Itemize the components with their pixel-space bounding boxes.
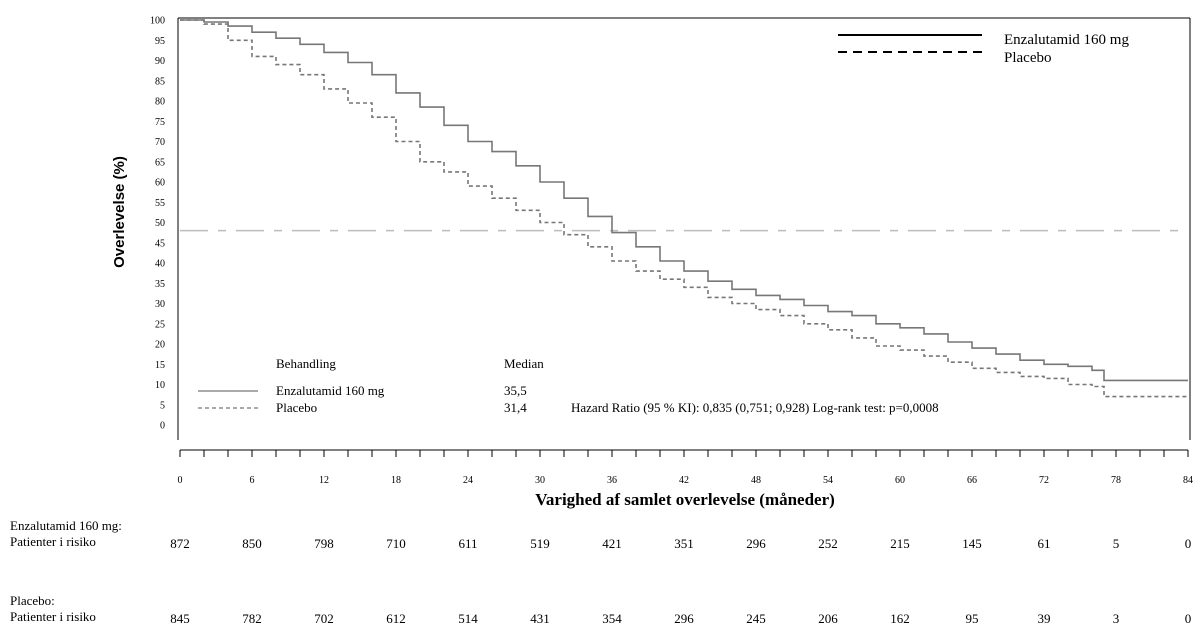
risk-value: 710: [386, 536, 406, 551]
x-tick-label: 84: [1183, 475, 1193, 486]
y-tick-label: 40: [155, 259, 165, 270]
risk-value: 145: [962, 536, 982, 551]
risk-values: 872 850 798 710 611 519 421 351 296 252 215 145 61 5 0…: [170, 536, 1191, 626]
y-tick-label: 50: [155, 218, 165, 229]
x-tick-label: 30: [535, 475, 545, 486]
x-tick-label: 60: [895, 475, 905, 486]
x-tick-label: 6: [250, 475, 255, 486]
y-tick-label: 15: [155, 360, 165, 371]
y-tick-label: 100: [150, 16, 165, 27]
risk-value: 95: [966, 611, 979, 626]
y-tick-label: 5: [160, 400, 165, 411]
y-axis-ticks: 0 5 10 15 20 25 30 35 40 45 50 55 60 65 70 75 80 85 90 95 10…: [150, 16, 165, 432]
risk-value: 215: [890, 536, 910, 551]
y-tick-label: 20: [155, 340, 165, 351]
x-axis: 0 6 12 18 24 30 36 42 48 54 60 66 72 78 84: [178, 449, 1193, 486]
risk-value: 702: [314, 611, 334, 626]
risk-group-label-enzalutamid: Enzalutamid 160 mg:: [10, 518, 122, 533]
risk-value: 39: [1038, 611, 1051, 626]
risk-sublabel-enzalutamid: Patienter i risiko: [10, 534, 96, 549]
y-tick-label: 60: [155, 178, 165, 189]
y-axis-label: Overlevelse (%): [111, 156, 128, 268]
risk-value: 0: [1185, 536, 1192, 551]
risk-value: 514: [458, 611, 478, 626]
risk-value: 850: [242, 536, 262, 551]
risk-value: 845: [170, 611, 190, 626]
series-layer: [180, 19, 1188, 398]
risk-value: 612: [386, 611, 406, 626]
risk-value: 162: [890, 611, 910, 626]
risk-value: 0: [1185, 611, 1192, 626]
risk-value: 782: [242, 611, 262, 626]
inner-legend-median-placebo: 31,4: [504, 400, 527, 415]
y-tick-label: 95: [155, 36, 165, 47]
inner-legend-header-treatment: Behandling: [276, 356, 336, 371]
y-tick-label: 35: [155, 279, 165, 290]
risk-group-label-placebo: Placebo:: [10, 593, 55, 608]
y-tick-label: 55: [155, 198, 165, 209]
y-tick-label: 65: [155, 157, 165, 168]
series-line-placebo: [180, 19, 1188, 398]
risk-value: 5: [1113, 536, 1120, 551]
risk-value: 798: [314, 536, 334, 551]
x-tick-label: 42: [679, 475, 689, 486]
plot-frame: [177, 17, 1191, 440]
legend: Enzalutamid 160 mg Placebo: [838, 32, 1129, 66]
x-tick-label: 0: [178, 475, 183, 486]
x-tick-label: 54: [823, 475, 833, 486]
y-tick-label: 10: [155, 380, 165, 391]
risk-value: 245: [746, 611, 766, 626]
x-tick-label: 18: [391, 475, 401, 486]
risk-value: 351: [674, 536, 694, 551]
risk-value: 421: [602, 536, 622, 551]
risk-value: 611: [458, 536, 477, 551]
series-line-enzalutamid-160-mg: [180, 19, 1188, 382]
x-tick-label: 12: [319, 475, 329, 486]
y-tick-label: 45: [155, 238, 165, 249]
risk-value: 296: [746, 536, 766, 551]
x-tick-label: 48: [751, 475, 761, 486]
x-tick-label: 72: [1039, 475, 1049, 486]
y-tick-label: 30: [155, 299, 165, 310]
y-tick-label: 75: [155, 117, 165, 128]
x-tick-label: 36: [607, 475, 617, 486]
y-tick-label: 0: [160, 421, 165, 432]
y-tick-label: 80: [155, 97, 165, 108]
x-tick-label: 66: [967, 475, 977, 486]
inner-legend-median-enzalutamid: 35,5: [504, 383, 527, 398]
inner-legend: Behandling Median Enzalutamid 160 mg Pla…: [198, 356, 939, 415]
risk-sublabel-placebo: Patienter i risiko: [10, 609, 96, 624]
x-tick-label: 78: [1111, 475, 1121, 486]
risk-value: 206: [818, 611, 838, 626]
risk-value: 431: [530, 611, 550, 626]
risk-value: 252: [818, 536, 838, 551]
hazard-ratio-annotation: Hazard Ratio (95 % KI): 0,835 (0,751; 0,…: [571, 400, 939, 415]
risk-value: 61: [1038, 536, 1051, 551]
risk-value: 354: [602, 611, 622, 626]
legend-label-placebo: Placebo: [1004, 50, 1051, 66]
risk-value: 872: [170, 536, 190, 551]
x-tick-label: 24: [463, 475, 473, 486]
y-tick-label: 85: [155, 76, 165, 87]
legend-label-enzalutamid: Enzalutamid 160 mg: [1004, 32, 1129, 48]
inner-legend-label-placebo: Placebo: [276, 400, 317, 415]
risk-value: 296: [674, 611, 694, 626]
risk-table: Enzalutamid 160 mg: Patienter i risiko P…: [10, 518, 1191, 626]
y-tick-label: 70: [155, 137, 165, 148]
risk-value: 519: [530, 536, 550, 551]
x-axis-label: Varighed af samlet overlevelse (måneder): [535, 490, 835, 509]
inner-legend-header-median: Median: [504, 356, 544, 371]
risk-value: 3: [1113, 611, 1120, 626]
y-tick-label: 90: [155, 56, 165, 67]
y-tick-label: 25: [155, 319, 165, 330]
inner-legend-label-enzalutamid: Enzalutamid 160 mg: [276, 383, 385, 398]
